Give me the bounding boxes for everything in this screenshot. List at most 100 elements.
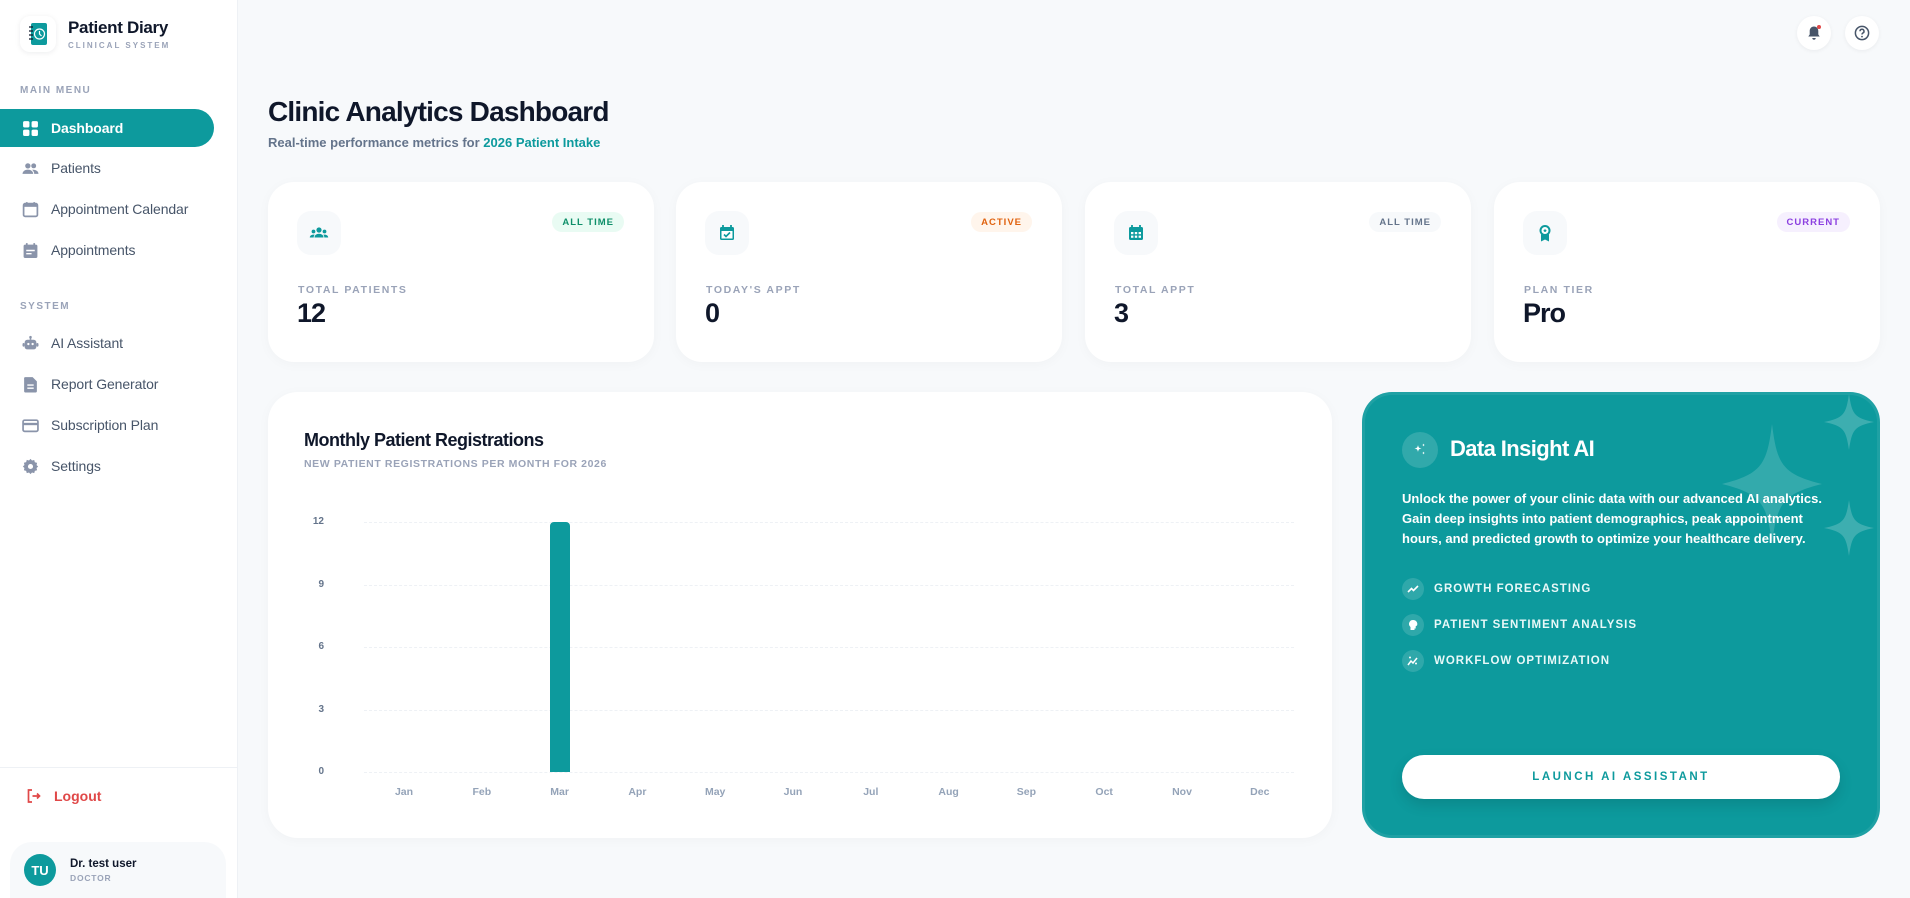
grid-icon [23,120,38,136]
logout-button[interactable]: Logout [26,788,101,804]
logout-icon [27,789,41,803]
stat-value: 12 [297,298,326,328]
notification-dot [1817,25,1821,29]
brand[interactable]: Patient Diary CLINICAL SYSTEM [20,16,170,52]
x-axis-tick: Mar [550,786,569,798]
stat-card-plan-tier: CURRENT PLAN TIER Pro [1494,182,1880,362]
sidebar-item-subscription-plan[interactable]: Subscription Plan [0,406,214,444]
help-button[interactable] [1845,16,1879,50]
credit-card-icon [22,418,39,432]
sparkle-decoration-icon [1722,424,1822,544]
gridline [364,772,1294,773]
sidebar-item-dashboard[interactable]: Dashboard [0,109,214,147]
stat-card-todays-appt: ACTIVE TODAY'S APPT 0 [676,182,1062,362]
sparkles-icon [1402,432,1438,468]
subtitle-prefix: Real-time performance metrics for [268,135,484,150]
stat-card-total-patients: ALL TIME TOTAL PATIENTS 12 [268,182,654,362]
system-heading: SYSTEM [20,301,71,312]
sidebar-divider [0,767,238,768]
trending-up-icon [1402,578,1424,600]
ai-card-description: Unlock the power of your clinic data wit… [1402,491,1822,546]
sidebar-item-label: Report Generator [51,376,159,392]
feature-patient-sentiment-analysis: PATIENT SENTIMENT ANALYSIS [1402,614,1637,636]
launch-ai-assistant-button[interactable]: LAUNCH AI ASSISTANT [1402,755,1840,799]
status-badge: ACTIVE [971,212,1032,232]
stat-value: 3 [1114,298,1129,328]
calendar-icon [22,201,39,217]
logout-label: Logout [54,788,102,804]
status-badge: CURRENT [1776,212,1850,232]
y-axis-tick: 12 [312,516,324,527]
y-axis-tick: 3 [318,703,324,715]
stat-value: Pro [1523,298,1566,328]
sidebar-item-label: Appointments [51,242,136,258]
sidebar-item-label: Patients [51,160,101,176]
y-axis-tick: 0 [318,766,324,777]
notifications-button[interactable] [1797,16,1831,50]
people-icon [22,162,39,174]
gridline [364,584,1294,586]
avatar: TU [24,854,56,886]
gridline [364,709,1294,711]
sidebar-item-appointments[interactable]: Appointments [0,231,214,269]
award-icon [1523,211,1567,255]
stat-label: TOTAL APPT [1115,284,1196,296]
auto-graph-icon [1402,650,1424,672]
sidebar-item-ai-assistant[interactable]: AI Assistant [0,324,214,362]
monthly-registrations-chart: Monthly Patient Registrations NEW PATIEN… [268,392,1332,838]
user-name: Dr. test user [70,857,137,870]
stat-label: PLAN TIER [1524,284,1594,296]
user-profile[interactable]: TU Dr. test user DOCTOR [10,842,226,898]
user-role: DOCTOR [70,872,112,883]
feature-workflow-optimization: WORKFLOW OPTIMIZATION [1402,650,1610,672]
help-circle-icon [1854,25,1870,41]
y-axis-tick: 9 [318,578,324,590]
bar-chart-plot: 12 9 6 3 0 Jan Feb Mar Apr May Jun Jul Aug Sep Oct Nov D… [268,392,1332,838]
x-axis-tick: May [704,786,726,798]
feature-growth-forecasting: GROWTH FORECASTING [1402,578,1591,600]
main-menu-heading: MAIN MENU [20,85,92,96]
x-axis-tick: Jul [863,786,879,798]
page-title: Clinic Analytics Dashboard [268,96,610,127]
gear-icon [22,458,39,474]
sidebar-item-patients[interactable]: Patients [0,149,214,187]
app-title: Patient Diary [68,18,169,37]
subtitle-highlight: 2026 Patient Intake [483,135,601,150]
sidebar-item-label: Appointment Calendar [51,201,189,217]
document-icon [24,376,37,392]
ai-card-title: Data Insight AI [1450,436,1595,461]
status-badge: ALL TIME [552,212,624,232]
stat-card-total-appt: ALL TIME TOTAL APPT 3 [1085,182,1471,362]
sidebar-item-label: Dashboard [51,120,124,136]
robot-icon [22,335,39,349]
x-axis-tick: Aug [938,786,959,798]
x-axis-tick: Nov [1172,786,1192,798]
gridline [364,647,1294,648]
stat-label: TODAY'S APPT [706,284,801,296]
sparkle-decoration-icon [1824,500,1874,556]
bell-icon [1808,26,1820,40]
x-axis-tick: Oct [1095,786,1113,798]
sidebar-item-appointment-calendar[interactable]: Appointment Calendar [0,190,214,228]
calendar-month-icon [1114,211,1158,255]
stat-value: 0 [705,298,720,328]
sidebar-item-report-generator[interactable]: Report Generator [0,365,214,403]
chart-title: Monthly Patient Registrations [304,430,544,450]
bar-mar[interactable] [549,522,570,772]
sidebar-item-label: Settings [51,458,101,474]
x-axis-tick: Sep [1016,786,1037,798]
x-axis-tick: Jan [394,786,414,798]
sidebar: Patient Diary CLINICAL SYSTEM MAIN MENU … [0,0,238,898]
x-axis-tick: Apr [628,786,647,798]
feature-label: WORKFLOW OPTIMIZATION [1434,655,1611,667]
data-insight-ai-card: Data Insight AI Unlock the power of your… [1362,392,1880,838]
diary-logo-icon [20,16,56,52]
feature-label: PATIENT SENTIMENT ANALYSIS [1434,619,1637,631]
sidebar-item-label: AI Assistant [51,335,123,351]
sidebar-item-settings[interactable]: Settings [0,447,214,485]
groups-icon [297,211,341,255]
calendar-check-icon [705,211,749,255]
app-subtitle: CLINICAL SYSTEM [68,41,171,50]
status-badge: ALL TIME [1369,212,1441,232]
chart-subtitle: NEW PATIENT REGISTRATIONS PER MONTH FOR … [304,458,607,470]
